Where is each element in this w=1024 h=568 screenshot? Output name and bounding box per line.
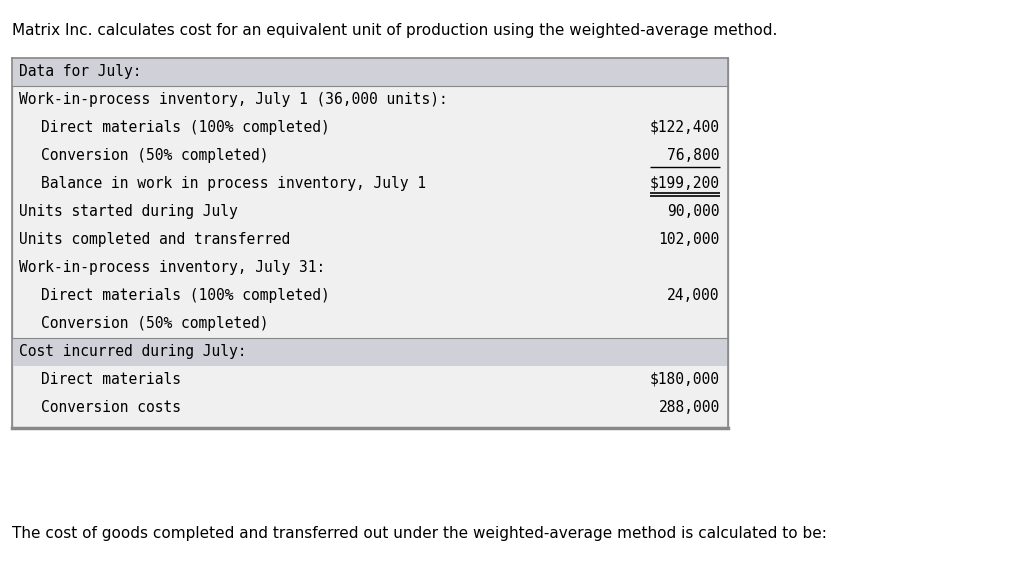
Text: Work-in-process inventory, July 1 (36,000 units):: Work-in-process inventory, July 1 (36,00… <box>19 91 449 107</box>
FancyBboxPatch shape <box>11 58 728 428</box>
Text: Conversion (50% completed): Conversion (50% completed) <box>41 315 268 331</box>
Text: 90,000: 90,000 <box>668 203 720 219</box>
Text: Conversion (50% completed): Conversion (50% completed) <box>41 148 268 162</box>
Text: 24,000: 24,000 <box>668 287 720 303</box>
Text: Balance in work in process inventory, July 1: Balance in work in process inventory, Ju… <box>41 176 426 190</box>
Text: 288,000: 288,000 <box>658 399 720 415</box>
Text: Cost incurred during July:: Cost incurred during July: <box>19 344 247 358</box>
Text: Work-in-process inventory, July 31:: Work-in-process inventory, July 31: <box>19 260 326 274</box>
Text: Direct materials (100% completed): Direct materials (100% completed) <box>41 287 330 303</box>
FancyBboxPatch shape <box>11 58 728 86</box>
Text: Direct materials (100% completed): Direct materials (100% completed) <box>41 119 330 135</box>
Text: Units completed and transferred: Units completed and transferred <box>19 232 291 247</box>
Text: Matrix Inc. calculates cost for an equivalent unit of production using the weigh: Matrix Inc. calculates cost for an equiv… <box>11 23 777 38</box>
Text: Data for July:: Data for July: <box>19 64 142 78</box>
Text: Direct materials: Direct materials <box>41 371 181 386</box>
Text: 76,800: 76,800 <box>668 148 720 162</box>
Text: 102,000: 102,000 <box>658 232 720 247</box>
Text: Conversion costs: Conversion costs <box>41 399 181 415</box>
Text: Units started during July: Units started during July <box>19 203 239 219</box>
FancyBboxPatch shape <box>11 338 728 366</box>
Text: $199,200: $199,200 <box>650 176 720 190</box>
Text: The cost of goods completed and transferred out under the weighted-average metho: The cost of goods completed and transfer… <box>11 526 826 541</box>
Text: $180,000: $180,000 <box>650 371 720 386</box>
Text: $122,400: $122,400 <box>650 119 720 135</box>
